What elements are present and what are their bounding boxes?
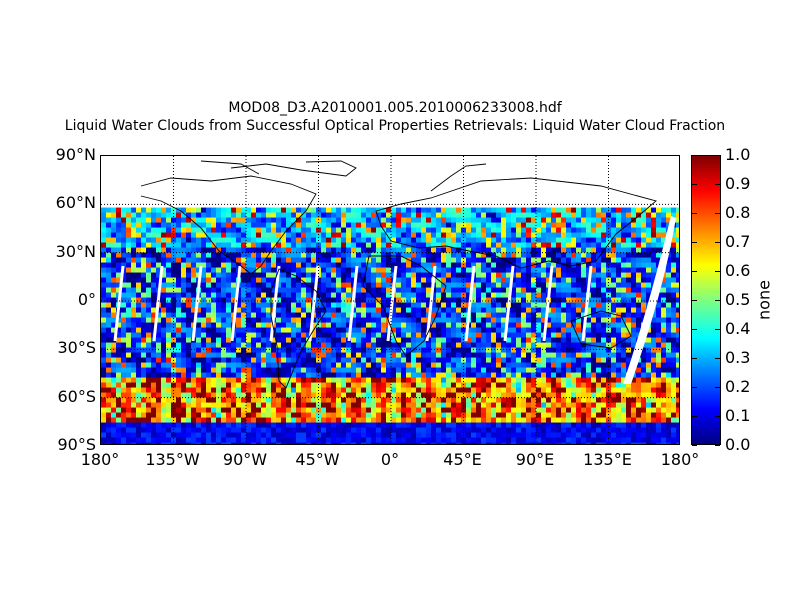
colorbar-tick-mark <box>692 213 697 214</box>
colorbar-tick-mark <box>692 242 697 243</box>
colorbar-tick-mark <box>715 358 720 359</box>
colorbar-tick-mark <box>715 416 720 417</box>
lat-label: 30°N <box>55 241 96 261</box>
colorbar-tick-mark <box>692 445 697 446</box>
colorbar-tick-label: 0.2 <box>725 377 751 396</box>
colorbar-label: none <box>754 280 774 320</box>
lon-label: 135°W <box>145 450 200 469</box>
colorbar-tick-label: 0.0 <box>725 435 751 454</box>
colorbar-tick-mark <box>715 242 720 243</box>
cloud-fraction-raster <box>101 207 679 444</box>
colorbar-tick-mark <box>715 271 720 272</box>
lon-label: 0° <box>380 450 400 469</box>
colorbar-tick-mark <box>715 387 720 388</box>
colorbar-tick-label: 0.9 <box>725 174 751 193</box>
colorbar-tick-label: 0.1 <box>725 406 751 425</box>
lon-label: 180° <box>80 450 120 469</box>
colorbar-tick-mark <box>692 300 697 301</box>
map-plot-area <box>100 155 680 445</box>
colorbar-tick-mark <box>692 358 697 359</box>
lon-label: 180° <box>660 450 700 469</box>
lat-label: 60°N <box>55 193 96 213</box>
lon-label: 90°E <box>515 450 555 469</box>
colorbar-tick-mark <box>692 184 697 185</box>
lat-label: 0° <box>77 290 96 309</box>
figure-title-filename: MOD08_D3.A2010001.005.2010006233008.hdf <box>228 100 562 116</box>
lat-label: 90°N <box>55 145 96 164</box>
lon-label: 135°E <box>583 450 632 469</box>
missing-data-swaths <box>113 216 676 384</box>
colorbar-tick-label: 0.4 <box>725 319 751 338</box>
colorbar-tick-label: 0.6 <box>725 261 751 280</box>
colorbar-tick-mark <box>692 387 697 388</box>
lon-label: 90°W <box>222 450 268 469</box>
colorbar-tick-mark <box>692 155 697 156</box>
colorbar-tick-mark <box>715 184 720 185</box>
lat-label: 90°S <box>57 435 96 454</box>
colorbar-tick-mark <box>715 155 720 156</box>
lat-label: 60°S <box>57 386 96 406</box>
colorbar-tick-label: 0.8 <box>725 203 751 222</box>
colorbar-tick-mark <box>715 213 720 214</box>
colorbar-tick-mark <box>692 416 697 417</box>
cloud-fraction-map <box>101 156 679 444</box>
coastlines <box>140 160 657 389</box>
colorbar-tick-label: 1.0 <box>725 145 751 164</box>
colorbar-tick-mark <box>692 271 697 272</box>
colorbar-tick-mark <box>715 445 720 446</box>
lat-label: 30°S <box>57 338 96 358</box>
graticule <box>101 156 679 444</box>
colorbar-tick-mark <box>692 329 697 330</box>
colorbar-tick-mark <box>715 300 720 301</box>
lon-label: 45°E <box>443 450 482 469</box>
lon-label: 45°W <box>295 450 340 469</box>
colorbar-tick-label: 0.5 <box>725 290 751 309</box>
colorbar-tick-mark <box>715 329 720 330</box>
figure-title-variable: Liquid Water Clouds from Successful Opti… <box>64 118 726 134</box>
colorbar-tick-label: 0.7 <box>725 232 751 251</box>
colorbar-tick-label: 0.3 <box>725 348 751 367</box>
